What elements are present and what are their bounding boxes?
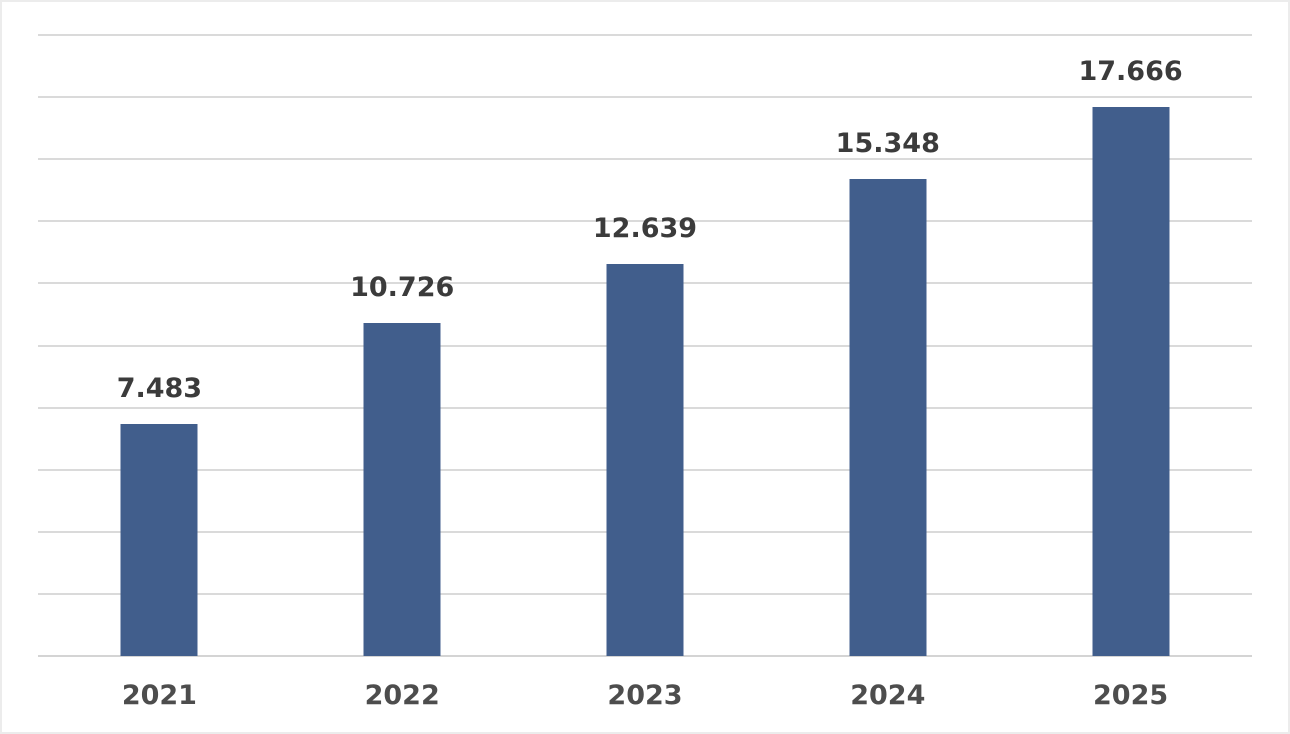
category-slot-2023: 12.639 (524, 35, 767, 656)
bar-value-label: 12.639 (592, 213, 698, 244)
gridline (38, 220, 1252, 223)
bar-2024 (849, 179, 927, 656)
x-axis-line (38, 655, 1252, 657)
bar-2021 (120, 424, 198, 656)
x-axis-labels: 2021 2022 2023 2024 2025 (38, 682, 1252, 716)
bar-value-label: 10.726 (350, 272, 455, 303)
category-slot-2025: 17.666 (1009, 35, 1252, 656)
gridline (38, 96, 1252, 99)
bar-value-label: 17.666 (1078, 56, 1183, 87)
bar-value-label: 15.348 (835, 128, 940, 159)
category-slot-2024: 15.348 (766, 35, 1009, 656)
x-axis-tick-label-2021: 2021 (121, 680, 197, 711)
bar-2025 (1092, 107, 1170, 656)
category-slot-2021: 7.483 (38, 35, 281, 656)
gridline (38, 158, 1252, 161)
plot-area: 7.483 10.726 12.639 15.348 17.666 (38, 34, 1252, 657)
x-axis-tick-label-2024: 2024 (850, 680, 926, 711)
x-axis-tick-label-2022: 2022 (364, 680, 440, 711)
x-axis-tick-label-2023: 2023 (607, 680, 683, 711)
gridline (38, 34, 1252, 36)
bar-2023 (606, 264, 684, 656)
bar-2022 (363, 323, 441, 656)
bar-value-label: 7.483 (116, 373, 203, 404)
x-axis-tick-label-2025: 2025 (1093, 680, 1169, 711)
category-slot-2022: 10.726 (281, 35, 524, 656)
